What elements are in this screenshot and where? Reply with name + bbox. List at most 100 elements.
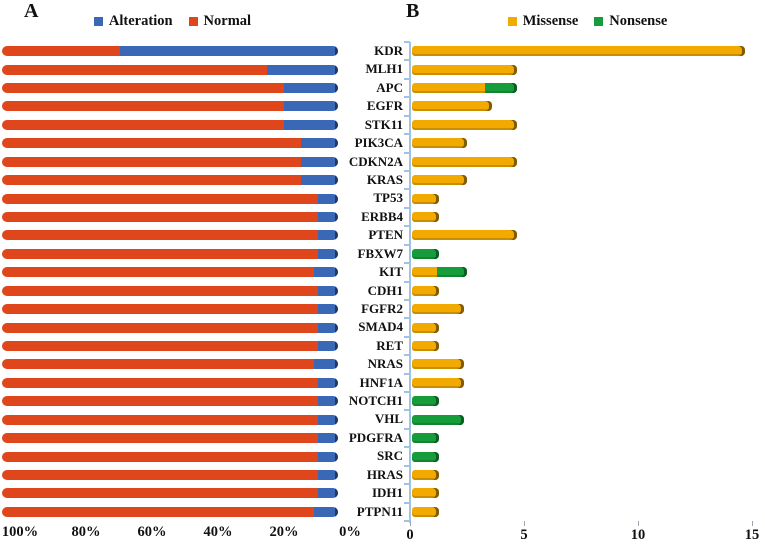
normal-segment xyxy=(2,156,302,167)
panel-b-axis-tick xyxy=(404,280,410,283)
normal-segment xyxy=(2,83,285,94)
panel-a-bar-TP53 xyxy=(2,193,338,204)
alteration-segment xyxy=(317,469,338,480)
gene-label-HRAS: HRAS xyxy=(366,466,403,482)
panel-b-axis-tick xyxy=(404,243,410,246)
panel-b-xtick-mark xyxy=(638,521,639,526)
alteration-segment xyxy=(317,193,338,204)
panel-b-bar-CDKN2A xyxy=(412,156,517,167)
panel_b-legend-item: Nonsense xyxy=(594,13,667,30)
panel_b-legend-item: Missense xyxy=(507,13,578,30)
gene-label-VHL: VHL xyxy=(374,411,403,427)
missense-segment xyxy=(412,138,467,149)
panel-a-bar-FBXW7 xyxy=(2,248,338,259)
missense-segment xyxy=(412,340,440,351)
normal-segment xyxy=(2,359,315,370)
panel-a-bar-CDKN2A xyxy=(2,156,338,167)
panel-b-axis-tick xyxy=(404,335,410,338)
gene-label-HNF1A: HNF1A xyxy=(359,374,403,390)
panel-a-title: A xyxy=(24,0,39,22)
panel-a-bar-NOTCH1 xyxy=(2,396,338,407)
panel-a-xtick-80%: 80% xyxy=(71,524,101,540)
normal-segment xyxy=(2,285,318,296)
panel-b-bar-KDR xyxy=(412,46,745,57)
alteration-segment xyxy=(317,451,338,462)
missense-segment xyxy=(412,304,465,315)
nonsense-segment xyxy=(437,267,467,278)
gene-label-ERBB4: ERBB4 xyxy=(361,208,403,224)
panel-a-bar-FGFR2 xyxy=(2,304,338,315)
panel-a-bar-HRAS xyxy=(2,469,338,480)
gene-label-PDGFRA: PDGFRA xyxy=(348,429,403,445)
panel-b-x-axis-labels: 0 5 10 15 xyxy=(0,521,765,545)
gene-label-NRAS: NRAS xyxy=(367,356,403,372)
legend-label: Nonsense xyxy=(609,13,668,29)
panel-a-xtick-20%: 20% xyxy=(269,524,299,540)
gene-label-FBXW7: FBXW7 xyxy=(357,245,404,261)
gene-label-MLH1: MLH1 xyxy=(365,61,403,77)
normal-segment xyxy=(2,230,318,241)
alteration-segment xyxy=(284,101,338,112)
missense-segment xyxy=(412,230,517,241)
missense-segment xyxy=(412,469,440,480)
normal-segment xyxy=(2,304,318,315)
panel-b-xtick-mark xyxy=(752,521,753,526)
panel-b-bar-ERBB4 xyxy=(412,212,440,223)
gene-label-SRC: SRC xyxy=(376,448,403,464)
panel-b-axis-tick xyxy=(404,501,410,504)
nonsense-segment xyxy=(412,396,440,407)
panel-b-xtick-15: 15 xyxy=(744,527,760,543)
normal-segment xyxy=(2,488,318,499)
normal-segment xyxy=(2,138,302,149)
panel-b-axis-line xyxy=(409,42,411,523)
panel_a-legend-item: Alteration xyxy=(93,13,173,30)
gene-label-PTPN11: PTPN11 xyxy=(356,503,403,519)
panel-b-axis-tick xyxy=(404,520,410,522)
missense-segment xyxy=(412,46,745,57)
panel-b-axis-tick xyxy=(404,464,410,467)
missense-segment xyxy=(412,64,517,75)
panel-a-bar-PDGFRA xyxy=(2,433,338,444)
gene-label-PTEN: PTEN xyxy=(368,227,403,243)
panel-a-plot xyxy=(2,42,338,521)
panel-b-xtick-0: 0 xyxy=(406,527,414,543)
panel-b-axis-tick xyxy=(404,354,410,357)
panel-b-xtick-5: 5 xyxy=(520,527,528,543)
nonsense-swatch-icon xyxy=(594,17,604,26)
panel-a-bar-SMAD4 xyxy=(2,322,338,333)
panel-b-bar-PTPN11 xyxy=(412,506,440,517)
gene-label-KRAS: KRAS xyxy=(366,171,403,187)
alteration-segment xyxy=(317,322,338,333)
panel-a-xtick-0%: 0% xyxy=(339,524,361,540)
alteration-segment xyxy=(317,433,338,444)
panel-b-axis-tick xyxy=(404,96,410,99)
panel-b-axis-tick xyxy=(404,317,410,320)
missense-swatch-icon xyxy=(507,17,517,26)
panel-b-axis-tick xyxy=(404,206,410,209)
panel-a-bar-SRC xyxy=(2,451,338,462)
alteration-segment xyxy=(301,175,338,186)
panel_a-legend-item: Normal xyxy=(188,13,251,30)
missense-segment xyxy=(412,156,517,167)
panel-b-title: B xyxy=(406,0,420,22)
nonsense-segment xyxy=(412,433,440,444)
missense-segment xyxy=(412,359,465,370)
normal-segment xyxy=(2,101,285,112)
gene-label-FGFR2: FGFR2 xyxy=(361,300,403,316)
normal-segment xyxy=(2,433,318,444)
missense-segment xyxy=(412,285,440,296)
panel-b-xtick-mark xyxy=(524,521,525,526)
gene-label-CDH1: CDH1 xyxy=(367,282,403,298)
panel-b-axis-tick xyxy=(404,151,410,154)
missense-segment xyxy=(412,175,467,186)
panel-b-axis-tick xyxy=(404,225,410,228)
alteration-segment xyxy=(317,340,338,351)
panel-b-axis-tick xyxy=(404,59,410,62)
alteration-segment xyxy=(284,119,338,130)
gene-label-column: KDR MLH1 APC EGFR STK11 PIK3CA CDKN2A KRAS TP53 E… xyxy=(338,42,406,521)
gene-label-CDKN2A: CDKN2A xyxy=(348,153,403,169)
panel-b-axis-tick xyxy=(404,77,410,80)
alteration-segment xyxy=(317,248,338,259)
panel-a-bar-HNF1A xyxy=(2,377,338,388)
panel-b-axis-tick xyxy=(404,114,410,117)
